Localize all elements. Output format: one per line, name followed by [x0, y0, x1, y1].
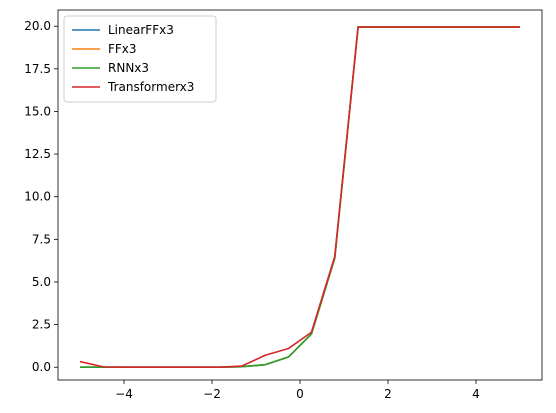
y-tick-label: 7.5: [32, 232, 51, 246]
y-tick-label: 2.5: [32, 318, 51, 332]
x-tick-label: 4: [472, 387, 480, 401]
legend-box: [63, 15, 217, 103]
legend-label-4: Transformerx3: [107, 80, 194, 94]
y-tick-label: 5.0: [32, 275, 51, 289]
y-tick-label: 17.5: [24, 62, 51, 76]
x-tick-label: −4: [115, 387, 133, 401]
series-layer: [79, 26, 520, 369]
y-tick-label: 10.0: [24, 190, 51, 204]
legend: LinearFFx3 FFx3 RNNx3 Transformerx3: [63, 15, 217, 103]
y-tick-label: 0.0: [32, 360, 51, 374]
y-axis: 0.0 2.5 5.0 7.5 10.0 12.5 15.0 17.5 20.0: [24, 19, 58, 374]
legend-label-2: FFx3: [108, 42, 137, 56]
legend-label-1: LinearFFx3: [108, 23, 174, 37]
x-tick-label: 2: [384, 387, 392, 401]
y-tick-label: 20.0: [24, 19, 51, 33]
y-tick-label: 15.0: [24, 104, 51, 118]
x-tick-label: −2: [203, 387, 221, 401]
legend-label-3: RNNx3: [108, 61, 149, 75]
x-tick-label: 0: [296, 387, 304, 401]
x-axis: −4 −2 0 2 4: [115, 380, 480, 401]
series-line-4: [79, 26, 520, 369]
y-tick-label: 12.5: [24, 147, 51, 161]
